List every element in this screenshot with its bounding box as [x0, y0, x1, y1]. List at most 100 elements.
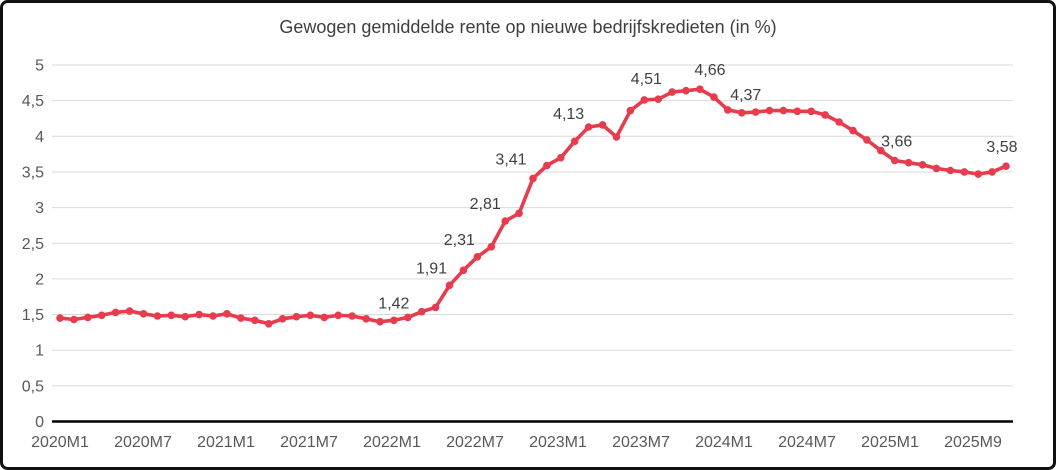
y-axis-tick-label: 4	[35, 129, 44, 146]
data-point-marker	[584, 123, 593, 131]
data-point-marker	[278, 315, 287, 323]
x-axis-tick-label: 2020M1	[31, 434, 89, 451]
data-point-label: 4,66	[694, 62, 725, 79]
data-point-marker	[487, 243, 496, 251]
y-axis-tick-label: 0,5	[22, 378, 44, 395]
data-point-marker	[515, 209, 523, 218]
plot-area: 0 0,5 1 1,5 2 2,5 3 3,5 4 4,5 5 2020M1 2020M7 2021M1 2…	[22, 58, 1018, 452]
data-point-label: 4,51	[631, 71, 662, 88]
data-point-marker	[974, 170, 982, 178]
data-point-marker	[557, 153, 565, 162]
data-point-marker	[654, 95, 662, 103]
data-point-marker	[988, 168, 996, 176]
y-axis-tick-label: 5	[35, 58, 44, 75]
data-point-marker	[863, 136, 871, 144]
chart-title: Gewogen gemiddelde rente op nieuwe bedri…	[279, 17, 776, 37]
data-point-marker	[237, 314, 245, 322]
data-point-label: 1,91	[416, 260, 447, 277]
data-point-marker	[737, 109, 746, 117]
data-point-marker	[821, 111, 829, 119]
data-point-marker	[209, 312, 217, 320]
data-point-marker	[97, 311, 106, 320]
data-point-marker	[84, 313, 92, 322]
x-axis-tick-label: 2025M1	[861, 434, 919, 451]
data-point-marker	[70, 315, 78, 324]
data-point-marker	[334, 311, 343, 320]
data-point-label: 2,31	[444, 232, 475, 249]
data-point-marker	[167, 311, 176, 320]
data-point-marker	[445, 281, 454, 290]
x-axis-tick-label: 2023M1	[529, 434, 587, 451]
data-point-marker	[139, 310, 148, 318]
data-point-marker	[320, 313, 329, 322]
data-point-label: 3,58	[986, 139, 1017, 156]
x-axis-tick-label: 2025M9	[944, 434, 1002, 451]
data-point-marker	[125, 307, 134, 315]
data-point-marker	[56, 314, 64, 322]
x-axis-tick-label: 2024M1	[695, 434, 753, 451]
x-axis-tick-label: 2023M7	[612, 434, 670, 451]
data-point-marker	[292, 312, 301, 321]
y-axis-tick-label: 2,5	[22, 236, 44, 253]
y-axis-tick-label: 2	[35, 271, 44, 288]
x-axis-tick-label: 2024M7	[778, 434, 836, 451]
y-axis-tick-label: 4,5	[22, 93, 44, 110]
data-point-marker	[904, 158, 913, 167]
data-point-marker	[779, 106, 788, 115]
data-point-marker	[835, 118, 843, 126]
data-point-marker	[390, 316, 398, 325]
x-axis-tick-label: 2021M7	[280, 434, 338, 451]
data-point-marker	[195, 310, 203, 319]
data-point-marker	[529, 174, 537, 183]
data-point-marker	[612, 133, 621, 141]
data-point-marker	[473, 252, 482, 261]
data-point-marker	[306, 311, 315, 320]
data-point-marker	[251, 316, 259, 325]
data-point-marker	[459, 266, 468, 275]
data-point-label: 3,41	[495, 151, 526, 168]
data-point-label: 1,42	[378, 295, 409, 312]
data-point-marker	[877, 146, 885, 155]
data-point-marker	[181, 312, 189, 321]
data-point-marker	[404, 313, 412, 322]
data-point-marker	[501, 217, 510, 225]
data-point-marker	[710, 93, 718, 101]
data-point-marker	[153, 312, 162, 320]
data-point-marker	[960, 168, 969, 176]
data-point-marker	[626, 106, 635, 115]
data-point-marker	[362, 315, 370, 323]
data-point-marker	[807, 107, 815, 116]
x-axis-tick-label: 2022M1	[363, 434, 421, 451]
y-axis-tick-label: 1	[35, 343, 44, 360]
data-point-marker	[696, 85, 704, 93]
y-axis-tick-label: 0	[35, 414, 44, 431]
data-point-label: 4,13	[553, 106, 584, 123]
data-point-marker	[543, 161, 551, 170]
data-point-marker	[111, 308, 120, 317]
data-point-marker	[570, 137, 579, 146]
data-point-marker	[348, 312, 356, 320]
data-point-marker	[751, 108, 760, 116]
x-axis-tick-label: 2020M7	[114, 434, 172, 451]
data-point-marker	[223, 310, 231, 318]
data-point-marker	[918, 161, 927, 169]
x-axis-tick-label: 2022M7	[446, 434, 504, 451]
y-axis-tick-label: 1,5	[22, 307, 44, 324]
data-point-label: 2,81	[470, 196, 501, 213]
data-point-marker	[431, 303, 440, 312]
y-axis-tick-label: 3,5	[22, 164, 44, 181]
data-point-marker	[682, 86, 690, 95]
data-point-marker	[765, 106, 774, 115]
x-axis-tick-label: 2021M1	[197, 434, 255, 451]
data-point-marker	[793, 107, 802, 116]
data-point-marker	[724, 106, 732, 114]
data-point-marker	[640, 96, 649, 104]
data-point-marker	[849, 126, 857, 135]
data-point-marker	[890, 156, 899, 165]
data-point-marker	[598, 121, 607, 129]
data-point-marker	[932, 164, 941, 173]
data-point-label: 3,66	[881, 134, 912, 151]
data-point-marker	[1002, 162, 1010, 170]
